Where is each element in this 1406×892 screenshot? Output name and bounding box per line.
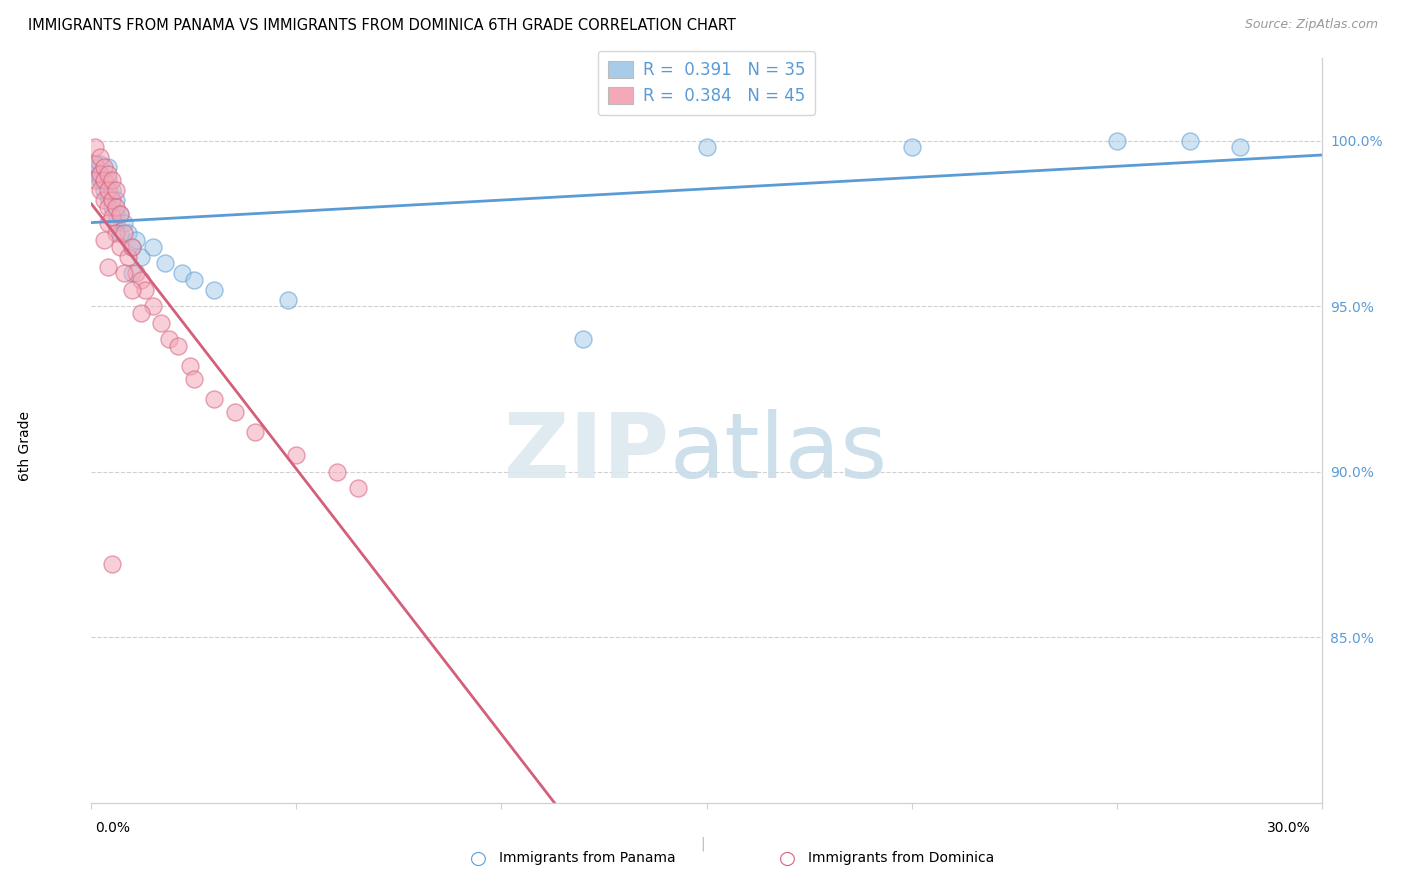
Point [93, 173, 115, 187]
Point [101, 194, 124, 208]
Point [277, 293, 299, 307]
Text: ZIP: ZIP [505, 409, 669, 497]
Point [129, 250, 152, 264]
Point [121, 266, 143, 280]
Point [202, 283, 225, 297]
Point [108, 240, 131, 254]
Point [105, 206, 127, 220]
Point [170, 266, 193, 280]
Point [105, 227, 127, 241]
Text: Immigrants from Panama: Immigrants from Panama [499, 851, 676, 865]
Text: 30.0%: 30.0% [1267, 821, 1310, 835]
Point [134, 283, 156, 297]
Text: Source: ZipAtlas.com: Source: ZipAtlas.com [1244, 18, 1378, 31]
Text: 0.0%: 0.0% [96, 821, 131, 835]
Point [89, 167, 111, 181]
Point [166, 339, 188, 353]
Point [121, 240, 143, 254]
Point [183, 372, 205, 386]
Point [101, 558, 124, 572]
Point [142, 299, 165, 313]
Point [112, 227, 135, 241]
Point [572, 332, 595, 346]
Point [105, 217, 127, 231]
Point [129, 306, 152, 320]
Point [347, 481, 370, 495]
Point [117, 227, 139, 241]
Point [326, 465, 349, 479]
Point [695, 140, 717, 154]
Point [84, 157, 107, 171]
Point [93, 160, 115, 174]
Point [112, 217, 135, 231]
Point [101, 200, 124, 214]
Point [157, 332, 180, 346]
Point [97, 260, 120, 274]
Text: ○: ○ [470, 848, 486, 868]
Point [97, 183, 120, 197]
Text: Immigrants from Dominica: Immigrants from Dominica [808, 851, 994, 865]
Point [108, 206, 131, 220]
Point [112, 266, 135, 280]
Point [101, 210, 124, 224]
Point [224, 405, 246, 419]
Point [89, 150, 111, 164]
Point [93, 173, 115, 187]
Point [89, 173, 111, 187]
Point [125, 233, 148, 247]
Point [105, 194, 127, 208]
Point [97, 167, 120, 181]
Point [121, 240, 143, 254]
Text: atlas: atlas [669, 409, 887, 497]
Point [108, 227, 131, 241]
Point [202, 392, 225, 406]
Point [101, 183, 124, 197]
Point [84, 157, 107, 171]
Point [97, 173, 120, 187]
Text: ○: ○ [779, 848, 796, 868]
Point [84, 173, 107, 187]
Point [117, 250, 139, 264]
Point [129, 273, 152, 287]
Point [900, 140, 922, 154]
Point [97, 200, 120, 214]
Point [125, 266, 148, 280]
Point [150, 316, 173, 330]
Point [245, 425, 267, 439]
Point [1180, 134, 1202, 148]
Legend: R =  0.391   N = 35, R =  0.384   N = 45: R = 0.391 N = 35, R = 0.384 N = 45 [598, 51, 815, 115]
Point [97, 217, 120, 231]
Point [93, 194, 115, 208]
Point [97, 160, 120, 174]
Point [183, 273, 205, 287]
Point [89, 183, 111, 197]
Point [84, 140, 107, 154]
Point [1105, 134, 1128, 148]
Point [153, 256, 177, 270]
Point [89, 167, 111, 181]
Point [84, 167, 107, 181]
Point [108, 206, 131, 220]
Point [97, 190, 120, 204]
Point [121, 283, 143, 297]
Point [93, 233, 115, 247]
Text: |: | [700, 837, 706, 851]
Point [142, 240, 165, 254]
Point [105, 183, 127, 197]
Point [105, 200, 127, 214]
Point [101, 173, 124, 187]
Text: 6th Grade: 6th Grade [18, 411, 32, 481]
Text: IMMIGRANTS FROM PANAMA VS IMMIGRANTS FROM DOMINICA 6TH GRADE CORRELATION CHART: IMMIGRANTS FROM PANAMA VS IMMIGRANTS FRO… [28, 18, 735, 33]
Point [285, 448, 308, 462]
Point [89, 157, 111, 171]
Point [93, 183, 115, 197]
Point [179, 359, 201, 373]
Point [1229, 140, 1251, 154]
